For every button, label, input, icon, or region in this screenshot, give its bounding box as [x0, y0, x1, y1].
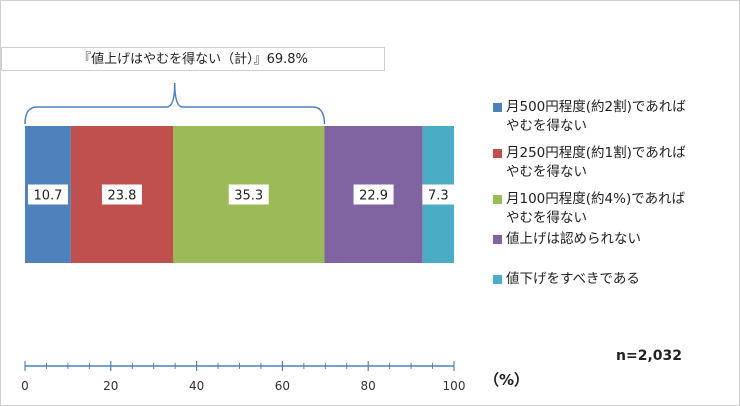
- legend-swatch: [493, 235, 502, 244]
- legend-swatch: [493, 195, 502, 204]
- x-tick-label-4: 80: [361, 379, 376, 393]
- legend-label: 値下げをすべきである: [506, 271, 640, 287]
- legend-label: 月500円程度(約2割)であれば やむを得ない: [506, 99, 686, 134]
- x-tick-label-0: 0: [21, 379, 29, 393]
- x-tick-label-2: 40: [189, 379, 204, 393]
- svg-text:23.8: 23.8: [107, 189, 136, 204]
- legend-item-1: 月500円程度(約2割)であれば やむを得ない: [493, 98, 733, 136]
- legend-swatch: [493, 103, 502, 112]
- value-label-5: 7.3: [422, 184, 455, 205]
- legend-swatch: [493, 275, 502, 284]
- legend-swatch: [493, 149, 502, 158]
- value-label-3: 35.3: [228, 184, 269, 205]
- svg-text:35.3: 35.3: [234, 189, 263, 204]
- legend-label: 月100円程度(約4%)であれば やむを得ない: [506, 191, 686, 226]
- legend-label: 値上げは認められない: [506, 231, 641, 247]
- bracket-shape: [24, 82, 326, 125]
- svg-text:7.3: 7.3: [428, 189, 449, 204]
- value-labels: 10.7 23.8 35.3 22.9 7.3: [27, 184, 455, 205]
- x-tick-label-3: 60: [275, 379, 290, 393]
- value-label-4: 22.9: [353, 184, 394, 205]
- legend-item-4: 値上げは認められない: [493, 230, 733, 249]
- legend-label: 月250円程度(約1割)であれば やむを得ない: [506, 145, 686, 180]
- value-label-2: 23.8: [101, 184, 142, 205]
- x-tick-label-1: 20: [103, 379, 118, 393]
- bracket-label: 『値上げはやむを得ない（計）』69.8%: [1, 47, 385, 71]
- x-tick-label-5: 100: [443, 379, 466, 393]
- x-axis: 0 20 40 60 80 100: [21, 361, 465, 393]
- legend-item-3: 月100円程度(約4%)であれば やむを得ない: [493, 190, 733, 228]
- svg-text:22.9: 22.9: [359, 189, 388, 204]
- legend-item-2: 月250円程度(約1割)であれば やむを得ない: [493, 144, 733, 182]
- axis-unit-label: （%）: [484, 371, 530, 389]
- legend-item-5: 値下げをすべきである: [493, 270, 733, 289]
- svg-text:10.7: 10.7: [33, 189, 62, 204]
- sample-size-note: n=2,032: [616, 348, 682, 364]
- value-label-1: 10.7: [27, 184, 68, 205]
